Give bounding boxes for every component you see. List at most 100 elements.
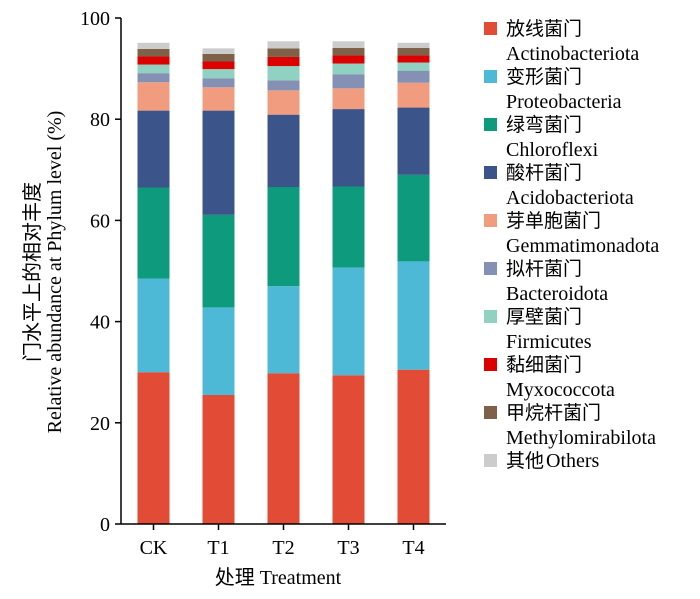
legend-swatch (484, 262, 497, 275)
bar-segment-t2-others (267, 41, 300, 49)
bar-segment-ck-methylomirabilota (137, 48, 170, 57)
x-tick-label: T1 (207, 537, 229, 559)
legend-swatch (484, 166, 497, 179)
legend-swatch (484, 358, 497, 371)
bar-segment-t1-bacteroidota (202, 78, 235, 88)
x-tick-label: CK (140, 537, 168, 559)
bar-segment-ck-acidobacteriota (137, 110, 170, 188)
y-tick-label: 100 (80, 8, 110, 30)
legend-label-cn: 厚壁菌门 (506, 306, 582, 328)
legend-item-myxococcota: 黏细菌门 Myxococcota (484, 354, 615, 401)
bar-segment-t4-gemmatimonadota (397, 82, 430, 108)
bar-segment-t1-gemmatimonadota (202, 87, 235, 111)
legend-label-en: Actinobacteriota (506, 43, 639, 65)
legend-item-others: 其他 Others (484, 450, 600, 472)
bar-segment-t3-bacteroidota (332, 74, 365, 89)
bar-segment-t2-myxococcota (267, 56, 300, 67)
bar-segment-t1-methylomirabilota (202, 53, 235, 62)
legend-label-cn: 变形菌门 (506, 66, 582, 88)
bar-segment-t3-others (332, 41, 365, 48)
legend-item-chloroflexi: 绿弯菌门 Chloroflexi (484, 114, 599, 161)
legend-label-cn: 拟杆菌门 (506, 258, 582, 280)
legend-label-en: Methylomirabilota (506, 427, 656, 449)
legend-label-cn: 芽单胞菌门 (506, 210, 601, 232)
bar-segment-t2-bacteroidota (267, 80, 300, 91)
y-tick-label: 0 (100, 514, 110, 536)
axes: CK T1 T2 T3 T4 0 20 40 60 80 100 (80, 8, 446, 559)
bar-segment-t4-firmicutes (397, 62, 430, 71)
y-axis-title-en: Relative abundance at Phylum level (%) (44, 111, 66, 434)
legend-item-actinobacteriota: 放线菌门 Actinobacteriota (484, 18, 639, 65)
bar-segment-t1-acidobacteriota (202, 110, 235, 215)
bar-segment-t2-proteobacteria (267, 286, 300, 374)
bar-segment-t1-firmicutes (202, 69, 235, 79)
bar-segment-t2-methylomirabilota (267, 48, 300, 57)
legend-item-bacteroidota: 拟杆菌门 Bacteroidota (484, 258, 608, 305)
legend-label-en: Chloroflexi (506, 139, 599, 161)
bar-segment-t2-firmicutes (267, 66, 300, 81)
bar-segment-ck-actinobacteriota (137, 372, 170, 524)
legend-label-cn: 甲烷杆菌门 (506, 402, 601, 424)
legend-label-en: Proteobacteria (506, 91, 622, 113)
legend-swatch (484, 406, 497, 419)
y-tick-label: 20 (90, 413, 110, 435)
plot-area (137, 41, 430, 524)
bar-segment-t3-myxococcota (332, 55, 365, 64)
legend-label-cn: 放线菌门 (506, 18, 582, 40)
bar-segment-ck-bacteroidota (137, 73, 170, 83)
bar-segment-t4-actinobacteriota (397, 369, 430, 524)
bar-segment-t2-acidobacteriota (267, 114, 300, 188)
y-axis-title-cn: 门水平上的相对丰度 (21, 182, 44, 362)
x-tick-label: T2 (272, 537, 294, 559)
bar-segment-t2-gemmatimonadota (267, 90, 300, 115)
bar-segment-t2-chloroflexi (267, 187, 300, 287)
bar-segment-t3-chloroflexi (332, 186, 365, 268)
bar-segment-t4-others (397, 42, 430, 48)
bar-segment-t4-methylomirabilota (397, 47, 430, 56)
legend-swatch (484, 22, 497, 35)
bar-segment-t1-proteobacteria (202, 307, 235, 395)
bar-segment-t4-acidobacteriota (397, 107, 430, 175)
legend-swatch (484, 214, 497, 227)
legend-swatch (484, 70, 497, 83)
y-axis-title: 门水平上的相对丰度 Relative abundance at Phylum l… (21, 111, 66, 434)
bar-segment-ck-firmicutes (137, 64, 170, 74)
legend-item-acidobacteriota: 酸杆菌门 Acidobacteriota (484, 162, 634, 209)
bar-segment-ck-proteobacteria (137, 278, 170, 373)
x-axis-title: 处理 Treatment (215, 566, 342, 589)
bar-segment-t3-firmicutes (332, 63, 365, 75)
bar-segment-ck-chloroflexi (137, 187, 170, 279)
legend-item-gemmatimonadota: 芽单胞菌门 Gemmatimonadota (484, 210, 659, 257)
bar-segment-t3-actinobacteriota (332, 375, 365, 524)
y-tick-label: 60 (90, 210, 110, 232)
bar-segment-t1-chloroflexi (202, 214, 235, 308)
legend-label-en: Firmicutes (506, 331, 592, 353)
bar-segment-t1-actinobacteriota (202, 394, 235, 524)
bar-segment-t4-proteobacteria (397, 261, 430, 370)
legend-label-cn: 黏细菌门 (506, 354, 582, 376)
legend-label-cn: 酸杆菌门 (506, 162, 582, 184)
bar-segment-t1-others (202, 48, 235, 54)
legend-label-en: Acidobacteriota (506, 187, 634, 209)
legend-item-methylomirabilota: 甲烷杆菌门 Methylomirabilota (484, 402, 656, 449)
legend-item-proteobacteria: 变形菌门 Proteobacteria (484, 66, 622, 113)
y-tick-label: 80 (90, 109, 110, 131)
x-tick-label: T3 (337, 537, 359, 559)
bar-segment-t3-acidobacteriota (332, 109, 365, 187)
bar-segment-ck-gemmatimonadota (137, 82, 170, 111)
bar-segment-t3-methylomirabilota (332, 47, 365, 56)
bar-segment-t4-myxococcota (397, 55, 430, 63)
y-tick-label: 40 (90, 312, 110, 334)
legend-label-cn: 其他 (506, 450, 544, 472)
legend-label-en: Gemmatimonadota (506, 235, 659, 257)
bar-segment-ck-others (137, 42, 170, 49)
legend-label-en: Others (546, 450, 600, 472)
legend-swatch (484, 454, 497, 467)
x-tick-label: T4 (402, 537, 424, 559)
legend-swatch (484, 118, 497, 131)
legend-label-en: Myxococcota (506, 379, 615, 401)
bar-segment-t4-chloroflexi (397, 174, 430, 262)
bar-segment-ck-myxococcota (137, 56, 170, 65)
